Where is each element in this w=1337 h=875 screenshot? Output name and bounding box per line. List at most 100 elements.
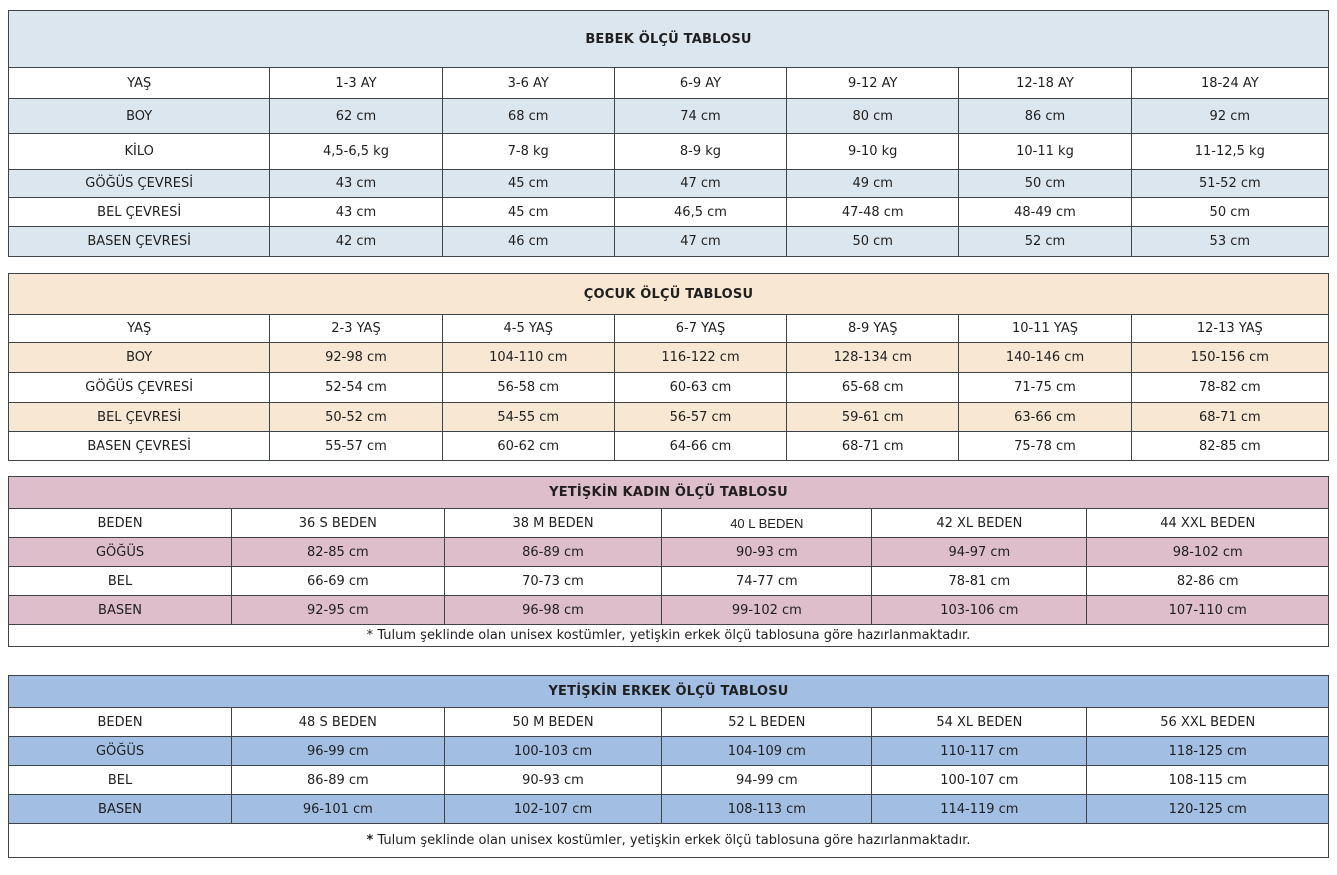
size-cell: 92-95 cm	[231, 595, 445, 625]
table-title-row: BEBEK ÖLÇÜ TABLOSU	[8, 10, 1329, 68]
size-cell: 55-57 cm	[269, 431, 443, 461]
row-label: GÖĞÜS	[7, 537, 233, 567]
size-cell: 82-86 cm	[1086, 566, 1329, 596]
size-cell: 96-101 cm	[231, 794, 445, 824]
size-cell: 59-61 cm	[786, 402, 960, 432]
size-cell: 49 cm	[786, 169, 960, 198]
size-cell: 66-69 cm	[231, 566, 445, 596]
size-cell: 53 cm	[1130, 226, 1330, 257]
table-row: GÖĞÜS ÇEVRESİ 43 cm 45 cm 47 cm 49 cm 50…	[7, 169, 1330, 198]
size-cell: 90-93 cm	[443, 765, 663, 795]
size-cell: 128-134 cm	[786, 342, 960, 373]
size-cell: 12-13 YAŞ	[1130, 314, 1330, 343]
size-cell: 71-75 cm	[958, 372, 1132, 403]
row-label: BOY	[7, 342, 271, 373]
size-cell: 60-63 cm	[613, 372, 788, 403]
size-cell: 47 cm	[613, 169, 788, 198]
footnote-row: * Tulum şeklinde olan unisex kostümler, …	[8, 624, 1329, 647]
size-cell: 65-68 cm	[786, 372, 960, 403]
row-label: BEDEN	[7, 508, 233, 538]
size-cell: 140-146 cm	[958, 342, 1132, 373]
size-cell: 150-156 cm	[1130, 342, 1330, 373]
row-label: YAŞ	[7, 314, 271, 343]
row-label: YAŞ	[7, 67, 271, 99]
size-cell: 100-107 cm	[871, 765, 1088, 795]
size-cell: 7-8 kg	[441, 133, 615, 170]
size-cell: 44 XXL BEDEN	[1086, 508, 1329, 538]
table-footnote: * Tulum şeklinde olan unisex kostümler, …	[8, 624, 1329, 647]
size-cell: 43 cm	[269, 169, 443, 198]
row-label: BASEN	[7, 595, 233, 625]
adult-men-size-table: YETİŞKİN ERKEK ÖLÇÜ TABLOSU BEDEN 48 S B…	[7, 675, 1329, 858]
size-cell: 100-103 cm	[443, 736, 663, 766]
size-cell: 103-106 cm	[871, 595, 1088, 625]
size-cell: 108-113 cm	[661, 794, 873, 824]
size-cell: 2-3 YAŞ	[269, 314, 443, 343]
size-cell: 12-18 AY	[958, 67, 1132, 99]
row-label: BEDEN	[7, 707, 233, 737]
size-cell: 8-9 kg	[613, 133, 788, 170]
size-cell: 99-102 cm	[661, 595, 873, 625]
adult-women-size-table: YETİŞKİN KADIN ÖLÇÜ TABLOSU BEDEN 36 S B…	[7, 476, 1329, 647]
size-cell: 68-71 cm	[786, 431, 960, 461]
size-cell: 118-125 cm	[1086, 736, 1329, 766]
size-cell: 46 cm	[441, 226, 615, 257]
row-label: BEL	[7, 765, 233, 795]
row-label: BASEN ÇEVRESİ	[7, 226, 271, 257]
size-cell: 9-12 AY	[786, 67, 960, 99]
size-cell: 10-11 YAŞ	[958, 314, 1132, 343]
child-size-table: ÇOCUK ÖLÇÜ TABLOSU YAŞ 2-3 YAŞ 4-5 YAŞ 6…	[7, 273, 1330, 461]
size-cell: 3-6 AY	[441, 67, 615, 99]
table-row: GÖĞÜS 96-99 cm 100-103 cm 104-109 cm 110…	[7, 736, 1329, 766]
size-cell: 8-9 YAŞ	[786, 314, 960, 343]
size-cell: 50-52 cm	[269, 402, 443, 432]
table-footnote: * Tulum şeklinde olan unisex kostümler, …	[8, 823, 1329, 858]
table-row: BASEN 96-101 cm 102-107 cm 108-113 cm 11…	[7, 794, 1329, 824]
table-title: YETİŞKİN KADIN ÖLÇÜ TABLOSU	[8, 476, 1329, 509]
size-cell: 90-93 cm	[661, 537, 873, 567]
footnote-text: Tulum şeklinde olan unisex kostümler, ye…	[377, 833, 971, 848]
table-row: BEL 86-89 cm 90-93 cm 94-99 cm 100-107 c…	[7, 765, 1329, 795]
size-cell: 102-107 cm	[443, 794, 663, 824]
size-cell: 52 L BEDEN	[661, 707, 873, 737]
size-cell: 96-98 cm	[443, 595, 663, 625]
size-cell: 78-82 cm	[1130, 372, 1330, 403]
row-label: BASEN	[7, 794, 233, 824]
row-label: BASEN ÇEVRESİ	[7, 431, 271, 461]
size-cell: 64-66 cm	[613, 431, 788, 461]
size-cell: 51-52 cm	[1130, 169, 1330, 198]
size-cell: 60-62 cm	[441, 431, 615, 461]
table-row: BOY 92-98 cm 104-110 cm 116-122 cm 128-1…	[7, 342, 1330, 373]
size-cell: 6-7 YAŞ	[613, 314, 788, 343]
size-cell: 18-24 AY	[1130, 67, 1330, 99]
size-cell: 11-12,5 kg	[1130, 133, 1330, 170]
size-cell: 45 cm	[441, 169, 615, 198]
size-cell: 56 XXL BEDEN	[1086, 707, 1329, 737]
table-row: BASEN ÇEVRESİ 42 cm 46 cm 47 cm 50 cm 52…	[7, 226, 1330, 257]
table-row: BEL ÇEVRESİ 43 cm 45 cm 46,5 cm 47-48 cm…	[7, 197, 1330, 227]
table-row: GÖĞÜS ÇEVRESİ 52-54 cm 56-58 cm 60-63 cm…	[7, 372, 1330, 403]
size-cell: 52-54 cm	[269, 372, 443, 403]
size-cell: 48 S BEDEN	[231, 707, 445, 737]
table-row: BEDEN 48 S BEDEN 50 M BEDEN 52 L BEDEN 5…	[7, 707, 1329, 737]
size-cell: 1-3 AY	[269, 67, 443, 99]
size-cell: 82-85 cm	[1130, 431, 1330, 461]
table-row: BEL ÇEVRESİ 50-52 cm 54-55 cm 56-57 cm 5…	[7, 402, 1330, 432]
table-title-row: ÇOCUK ÖLÇÜ TABLOSU	[8, 273, 1329, 315]
size-cell: 70-73 cm	[443, 566, 663, 596]
size-cell: 86-89 cm	[231, 765, 445, 795]
size-cell: 62 cm	[269, 98, 443, 134]
size-cell: 68-71 cm	[1130, 402, 1330, 432]
size-cell: 4,5-6,5 kg	[269, 133, 443, 170]
row-label: BEL	[7, 566, 233, 596]
size-cell: 40 L BEDEN	[661, 508, 873, 538]
baby-size-table: BEBEK ÖLÇÜ TABLOSU YAŞ 1-3 AY 3-6 AY 6-9…	[7, 10, 1330, 257]
size-cell: 4-5 YAŞ	[441, 314, 615, 343]
row-label: GÖĞÜS ÇEVRESİ	[7, 372, 271, 403]
size-cell: 68 cm	[441, 98, 615, 134]
size-cell: 63-66 cm	[958, 402, 1132, 432]
table-title-row: YETİŞKİN KADIN ÖLÇÜ TABLOSU	[8, 476, 1329, 509]
size-cell: 56-58 cm	[441, 372, 615, 403]
size-cell: 110-117 cm	[871, 736, 1088, 766]
table-row: BEL 66-69 cm 70-73 cm 74-77 cm 78-81 cm …	[7, 566, 1329, 596]
